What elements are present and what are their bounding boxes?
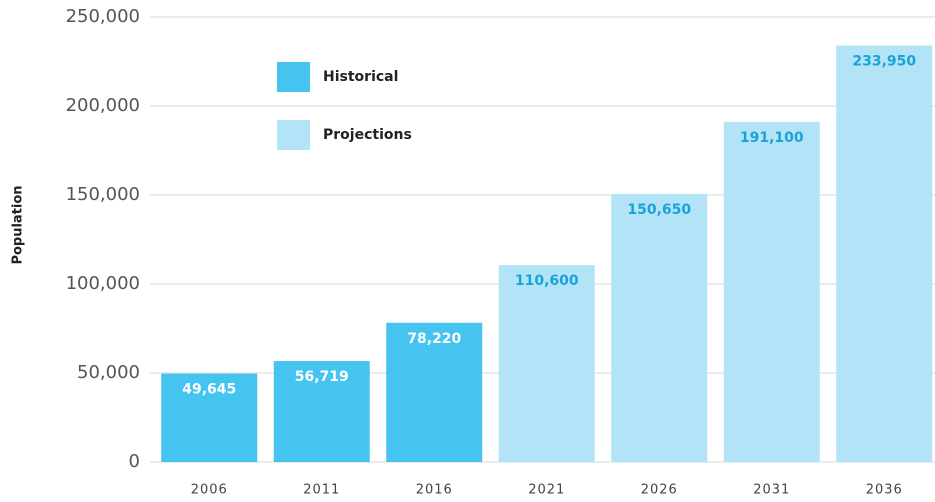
x-tick-label: 2021 xyxy=(528,483,565,498)
bar xyxy=(836,45,933,462)
y-tick-label: 100,000 xyxy=(66,273,140,294)
bar xyxy=(161,373,258,462)
value-label: 78,220 xyxy=(407,331,461,347)
bar xyxy=(273,361,370,462)
x-tick-label: 2036 xyxy=(866,483,903,498)
bar xyxy=(386,322,483,462)
value-label: 150,650 xyxy=(627,202,691,218)
legend-label: Historical xyxy=(323,69,398,85)
y-tick-label: 250,000 xyxy=(66,6,140,27)
legend-swatch xyxy=(277,62,310,92)
value-label: 191,100 xyxy=(740,130,804,146)
y-tick-label: 50,000 xyxy=(77,362,140,383)
legend-label: Projections xyxy=(323,127,412,143)
bar xyxy=(498,265,595,462)
value-label: 56,719 xyxy=(295,369,349,385)
value-label: 49,645 xyxy=(182,382,236,398)
value-label: 110,600 xyxy=(515,273,579,289)
x-tick-label: 2031 xyxy=(753,483,790,498)
y-axis-label: Population xyxy=(11,185,26,264)
y-tick-label: 150,000 xyxy=(66,184,140,205)
x-tick-label: 2016 xyxy=(416,483,453,498)
x-tick-label: 2011 xyxy=(303,483,340,498)
legend-swatch xyxy=(277,120,310,150)
x-tick-label: 2026 xyxy=(641,483,678,498)
y-tick-label: 200,000 xyxy=(66,95,140,116)
y-tick-label: 0 xyxy=(129,451,140,472)
value-label: 233,950 xyxy=(852,54,916,70)
bar xyxy=(723,121,820,462)
bar xyxy=(611,193,708,462)
x-tick-label: 2006 xyxy=(191,483,228,498)
